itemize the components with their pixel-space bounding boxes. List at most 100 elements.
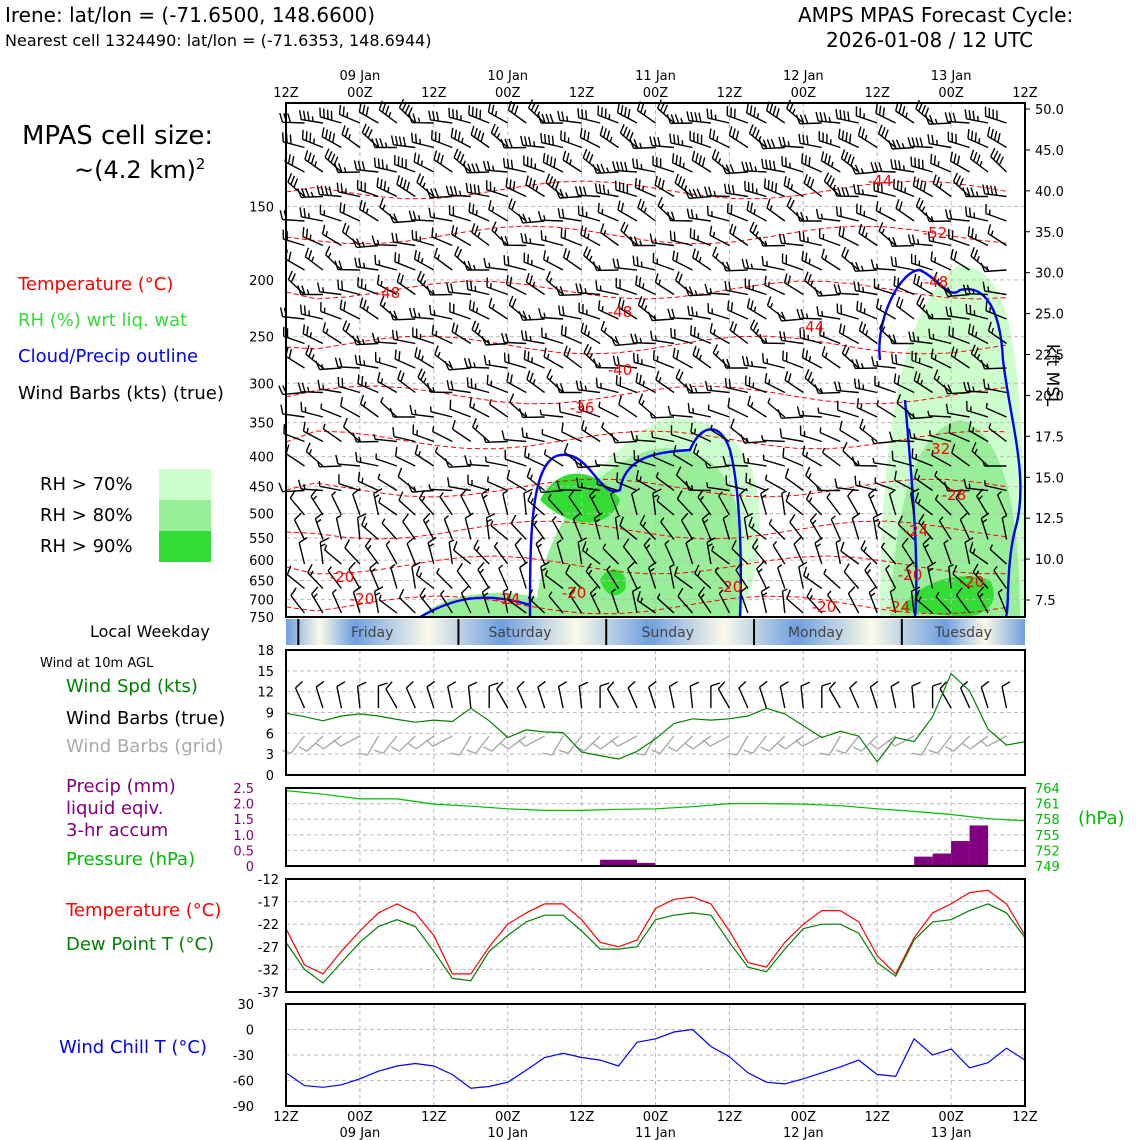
wind-barb [906,409,933,420]
wind-barb [543,347,564,369]
cloud-outline [528,428,742,618]
wind-barb [398,491,416,516]
weekday-bar: Friday Saturday Sunday Monday Tuesday [286,619,1025,645]
wind-barb [643,537,657,565]
wind-barb [392,427,416,443]
wind-barb [767,397,786,418]
wind-barb [545,173,564,198]
wind-barb [911,350,933,369]
wind-barb [555,285,582,296]
wind-barb [617,200,638,222]
wind-barb [396,175,416,198]
wind-barb [858,223,878,247]
true-wind-barb [931,682,942,708]
wind-barb [913,371,933,394]
wind-barb [307,563,324,589]
grid-wind-barb [727,735,749,756]
wind-barb [583,343,601,369]
wind-barb [359,199,379,222]
wind-barb [910,488,920,516]
wind-barb [470,125,490,149]
wind-barb [930,348,952,369]
wind-barb [730,418,749,443]
wind-barb [551,516,564,540]
wind-barb [378,100,398,124]
wind-barb [371,235,397,247]
wind-barb [408,113,434,124]
wind-barb [389,213,416,224]
windchill-frame [285,1003,1026,1107]
temperature-contour-label: -48 [924,273,949,291]
wind-barb [562,150,582,173]
wind-barb [514,537,527,565]
wind-barb [930,153,952,173]
wind-barb [447,477,471,492]
wind-barb [785,492,804,516]
wind-barb [821,248,841,271]
grid-wind-barb [760,735,786,752]
height-tick-label: 30.0 [1035,267,1064,282]
wind-barb [460,585,472,614]
wind-barb [652,155,675,173]
wind-barb [913,273,933,296]
true-wind-barb [849,680,860,709]
wind-barb [544,570,564,590]
wind-barb [654,273,675,296]
wind-barb [357,277,379,296]
wind-barb [786,589,804,614]
temperature-contour [285,225,1007,245]
wind-barb [632,255,656,271]
wind-barb [915,197,934,222]
wind-barb [526,370,546,394]
temperature-contour-label: -20 [562,584,587,602]
wind-barb [746,200,767,222]
wind-barb [760,435,785,443]
wind-barb [692,443,712,467]
wind-barb [759,333,785,345]
wind-barb [857,126,878,149]
wind-barb [300,401,324,418]
wind-barb [820,151,841,173]
wind-barb [402,513,416,540]
wind-barb [613,452,638,467]
wind-barb [989,544,1007,565]
wind-barb [972,563,989,589]
weekday-name: Monday [788,625,843,641]
wind-tick-label: 0 [266,769,274,784]
wind-barb [526,467,546,492]
wind-barb [560,130,582,149]
wind-barb [704,462,730,469]
height-tick-label: 17.5 [1035,430,1064,445]
wind-barb [993,565,1008,589]
wind-barb [870,161,896,173]
wind-barb [537,210,564,222]
wind-barb [637,198,656,222]
true-wind-barb [738,680,749,709]
height-tick-label: 10.0 [1035,553,1064,568]
weekday-segment [286,619,354,645]
wind-barb [619,124,638,149]
temperature-contour [285,555,1007,575]
wind-barb [614,514,621,540]
wind-barb [593,512,603,540]
wind-barb [895,296,915,320]
wind-barb [971,442,989,467]
wind-barb [801,250,823,271]
wind-barb [765,101,786,124]
top-time-tick: 00Z [938,86,964,101]
wind-barb [1001,514,1008,540]
precip-tick-label: 2.0 [233,798,254,813]
bottom-time-tick: 12Z [864,1110,890,1125]
wind-barb [299,110,324,124]
wind-barb [375,453,398,467]
wind-barb [359,394,379,418]
wind-barb [784,468,804,492]
wind-barb [582,148,601,173]
wind-tick-label: 18 [257,644,274,659]
wind-barb [789,513,804,540]
wind-barb [465,182,490,198]
rh-shading [600,569,626,596]
grid-wind-barb [852,735,878,752]
top-time-tick: 12Z [569,86,595,101]
